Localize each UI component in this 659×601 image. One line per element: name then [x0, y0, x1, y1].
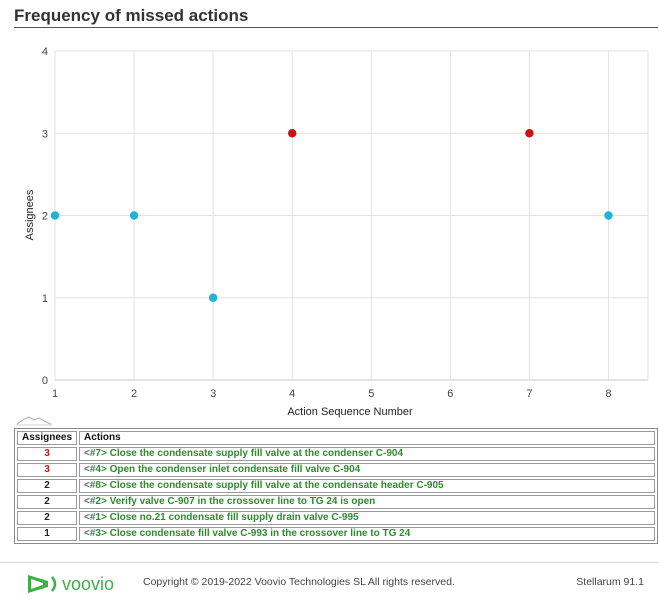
assignee-count: 2 — [17, 479, 78, 493]
x-tick-label: 3 — [210, 388, 216, 400]
assignees-header[interactable]: Assignees — [17, 431, 78, 445]
title-divider — [14, 27, 658, 28]
x-tick-label: 5 — [368, 388, 374, 400]
assignee-count: 2 — [17, 495, 78, 509]
x-tick-label: 1 — [52, 388, 58, 400]
table-row[interactable]: 2 <#8> Close the condensate supply fill v… — [17, 479, 655, 493]
action-text[interactable]: <#1> Close no.21 condensate fill supply … — [79, 511, 655, 525]
range-selector-icon[interactable] — [16, 414, 52, 426]
version-label: Stellarum 91.1 — [576, 576, 644, 588]
chart-points — [50, 129, 613, 302]
x-tick-label: 8 — [605, 388, 611, 400]
data-point[interactable] — [604, 211, 613, 220]
data-point[interactable] — [129, 211, 139, 220]
action-text[interactable]: <#8> Close the condensate supply fill va… — [79, 479, 655, 493]
table-row[interactable]: 3 <#4> Open the condenser inlet condensat… — [17, 463, 655, 477]
y-tick-label: 1 — [42, 293, 48, 305]
y-tick-label: 0 — [42, 375, 48, 387]
chart-grid — [54, 50, 649, 381]
assignee-count: 1 — [17, 527, 78, 541]
y-tick-label: 4 — [42, 46, 48, 58]
actions-header[interactable]: Actions — [79, 431, 655, 445]
voovio-logo[interactable]: voovio — [28, 571, 128, 597]
data-point[interactable] — [50, 211, 60, 220]
table-row[interactable]: 1 <#3> Close condensate fill valve C-993 … — [17, 527, 655, 541]
y-axis-title: Assignees — [24, 189, 36, 240]
x-tick-label: 6 — [447, 388, 453, 400]
data-point[interactable] — [208, 293, 218, 302]
data-point[interactable] — [525, 129, 534, 138]
assignee-count: 2 — [17, 511, 78, 525]
action-text[interactable]: <#3> Close condensate fill valve C-993 i… — [79, 527, 655, 541]
assignee-count: 3 — [17, 447, 78, 461]
table-row[interactable]: 3 <#7> Close the condensate supply fill v… — [17, 447, 655, 461]
action-text[interactable]: <#7> Close the condensate supply fill va… — [79, 447, 655, 461]
x-tick-label: 7 — [526, 388, 532, 400]
assignee-count: 3 — [17, 463, 78, 477]
x-tick-label: 2 — [131, 388, 137, 400]
table-row[interactable]: 2 <#1> Close no.21 condensate fill supply… — [17, 511, 655, 525]
table-header-row: Assignees Actions — [17, 431, 655, 445]
footer: voovio Copyright © 2019-2022 Voovio Tech… — [0, 562, 659, 601]
logo-wordmark: voovio — [62, 574, 114, 594]
y-tick-label: 2 — [42, 211, 48, 223]
actions-table: Assignees Actions 3 <#7> Close the conden… — [14, 428, 658, 544]
table-row[interactable]: 2 <#2> Verify valve C-907 in the crossove… — [17, 495, 655, 509]
x-tick-label: 4 — [289, 388, 295, 400]
copyright-text: Copyright © 2019-2022 Voovio Technologie… — [143, 576, 455, 588]
action-text[interactable]: <#4> Open the condenser inlet condensate… — [79, 463, 655, 477]
page-title: Frequency of missed actions — [14, 6, 249, 25]
data-point[interactable] — [288, 129, 297, 138]
action-text[interactable]: <#2> Verify valve C-907 in the crossover… — [79, 495, 655, 509]
x-axis-title: Action Sequence Number — [287, 406, 413, 418]
y-tick-label: 3 — [42, 128, 48, 140]
